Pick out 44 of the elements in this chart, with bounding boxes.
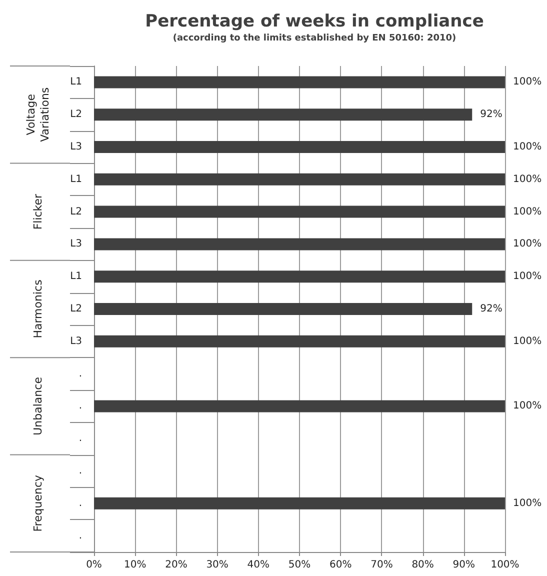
y-tick-label: L1 bbox=[70, 271, 82, 282]
y-tick-label: L3 bbox=[70, 238, 82, 250]
data-label: 100% bbox=[513, 400, 542, 412]
x-tick-label: 80% bbox=[412, 560, 434, 570]
x-tick-label: 90% bbox=[452, 560, 476, 570]
text: Voltage Variations bbox=[24, 87, 52, 142]
data-label: 100% bbox=[513, 206, 542, 218]
chart-title: Percentage of weeks in compliance bbox=[145, 12, 484, 32]
x-tick-label: 10% bbox=[124, 560, 146, 570]
text: Unbalance bbox=[32, 376, 44, 436]
data-label: 100% bbox=[513, 142, 542, 152]
text: Frequency bbox=[32, 474, 44, 532]
chart-subtitle: (according to the limits established by EN 50160: 2010) bbox=[172, 34, 456, 44]
y-tick-label: . bbox=[78, 498, 82, 509]
y-tick-label: . bbox=[78, 530, 82, 542]
data-label: 100% bbox=[513, 336, 542, 347]
y-tick-label: L1 bbox=[70, 76, 82, 88]
x-tick-label: 0% bbox=[86, 560, 102, 570]
data-label: 92% bbox=[480, 109, 502, 120]
data-label: 92% bbox=[480, 304, 502, 314]
text: Flicker bbox=[32, 193, 44, 230]
y-tick-label: L3 bbox=[70, 336, 82, 347]
data-label: 100% bbox=[513, 498, 542, 509]
y-tick-label: . bbox=[78, 466, 82, 476]
data-label: 100% bbox=[513, 238, 542, 250]
x-tick-label: 50% bbox=[288, 560, 311, 570]
x-tick-label: 100% bbox=[490, 560, 520, 570]
text: Harmonics bbox=[32, 279, 44, 338]
y-tick-label: . bbox=[78, 400, 82, 412]
y-tick-label: . bbox=[78, 433, 82, 444]
data-label: 100% bbox=[513, 76, 542, 88]
y-tick-label: L3 bbox=[70, 142, 82, 152]
y-tick-label: L1 bbox=[70, 174, 82, 185]
data-label: 100% bbox=[513, 271, 542, 282]
y-tick-label: L2 bbox=[70, 109, 82, 120]
x-tick-label: 60% bbox=[329, 560, 352, 570]
x-tick-label: 70% bbox=[370, 560, 393, 570]
y-tick-label: L2 bbox=[70, 304, 82, 314]
data-label: 100% bbox=[513, 174, 542, 185]
x-tick-label: 30% bbox=[206, 560, 228, 570]
y-tick-label: . bbox=[78, 368, 82, 380]
y-tick-label: L2 bbox=[70, 206, 82, 218]
x-tick-label: 40% bbox=[247, 560, 270, 570]
x-tick-label: 20% bbox=[165, 560, 188, 570]
